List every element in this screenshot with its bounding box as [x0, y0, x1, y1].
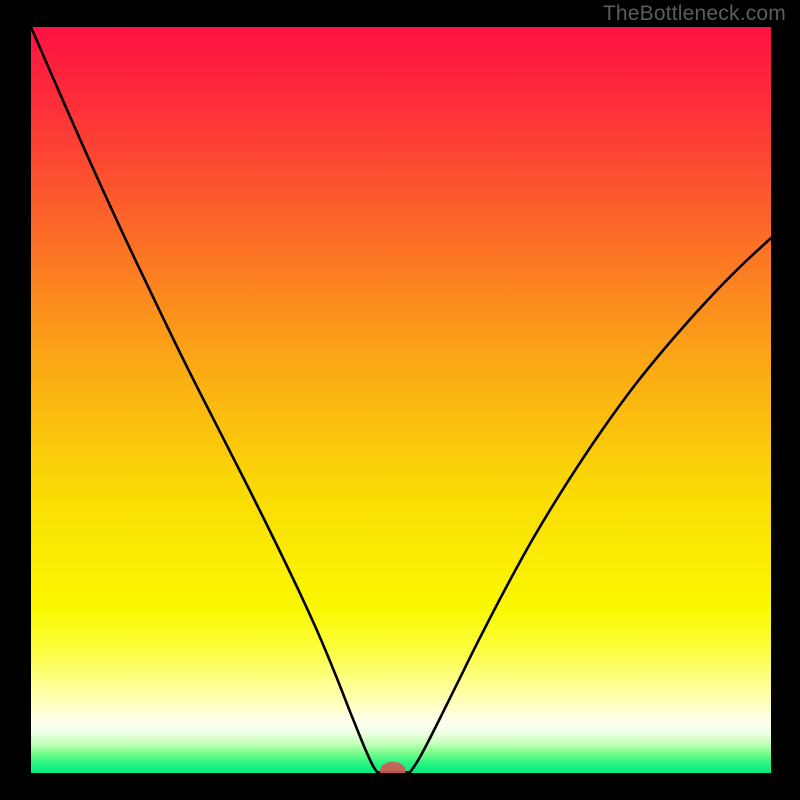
bottleneck-chart	[0, 0, 800, 800]
watermark-text: TheBottleneck.com	[603, 2, 786, 26]
plot-gradient-background	[31, 27, 771, 773]
